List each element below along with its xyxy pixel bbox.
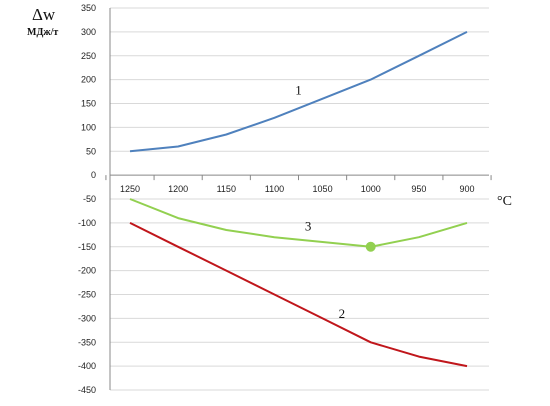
series-line-3 — [129, 198, 468, 248]
y-tick-label: -400 — [78, 361, 96, 371]
x-tick-labels: 1250 1200 1150 1100 1050 1000 950 900 — [120, 184, 475, 194]
x-tick-label: 1000 — [361, 184, 381, 194]
y-tick-label: -350 — [78, 337, 96, 347]
x-tick-label: 1100 — [265, 184, 284, 194]
y-tick-label: -250 — [78, 290, 96, 300]
series-lines — [129, 31, 468, 368]
y-tick-label: 300 — [81, 27, 96, 37]
axes — [105, 8, 492, 390]
x-tick-label: 1050 — [313, 184, 333, 194]
gridlines — [110, 7, 489, 391]
y-tick-label: -200 — [78, 266, 96, 276]
series-line-2 — [129, 222, 468, 368]
x-tick-label: 1250 — [120, 184, 140, 194]
y-tick-label: 350 — [81, 3, 96, 13]
x-tick-label: 1150 — [217, 184, 236, 194]
x-tick-label: 950 — [411, 184, 426, 194]
series-label-1: 1 — [295, 82, 302, 97]
y-tick-label: 100 — [81, 122, 96, 132]
series-marker-3 — [365, 241, 376, 252]
y-axis-title: Δw — [32, 5, 56, 24]
x-axis-title: °С — [497, 194, 512, 209]
x-tick-label: 900 — [459, 184, 474, 194]
series-labels: 1 2 3 — [295, 82, 345, 321]
y-tick-labels: 350 300 250 200 150 100 50 0 -50 -100 -150 -200 -250… — [78, 3, 96, 395]
y-tick-label: 250 — [81, 51, 96, 61]
y-axis-unit: МДж/т — [27, 27, 58, 38]
series-label-3: 3 — [305, 219, 312, 234]
y-tick-label: -150 — [78, 242, 96, 252]
y-tick-label: -450 — [78, 385, 96, 395]
series-line-1 — [129, 31, 468, 153]
x-tick-label: 1200 — [168, 184, 188, 194]
y-tick-label: 200 — [81, 75, 96, 85]
y-tick-label: 150 — [81, 99, 96, 109]
y-tick-label: 50 — [86, 146, 96, 156]
y-tick-label: -50 — [83, 194, 96, 204]
y-tick-label: 0 — [91, 170, 96, 180]
y-tick-label: -300 — [78, 313, 96, 323]
series-label-2: 2 — [339, 306, 346, 321]
y-tick-label: -100 — [78, 218, 96, 228]
